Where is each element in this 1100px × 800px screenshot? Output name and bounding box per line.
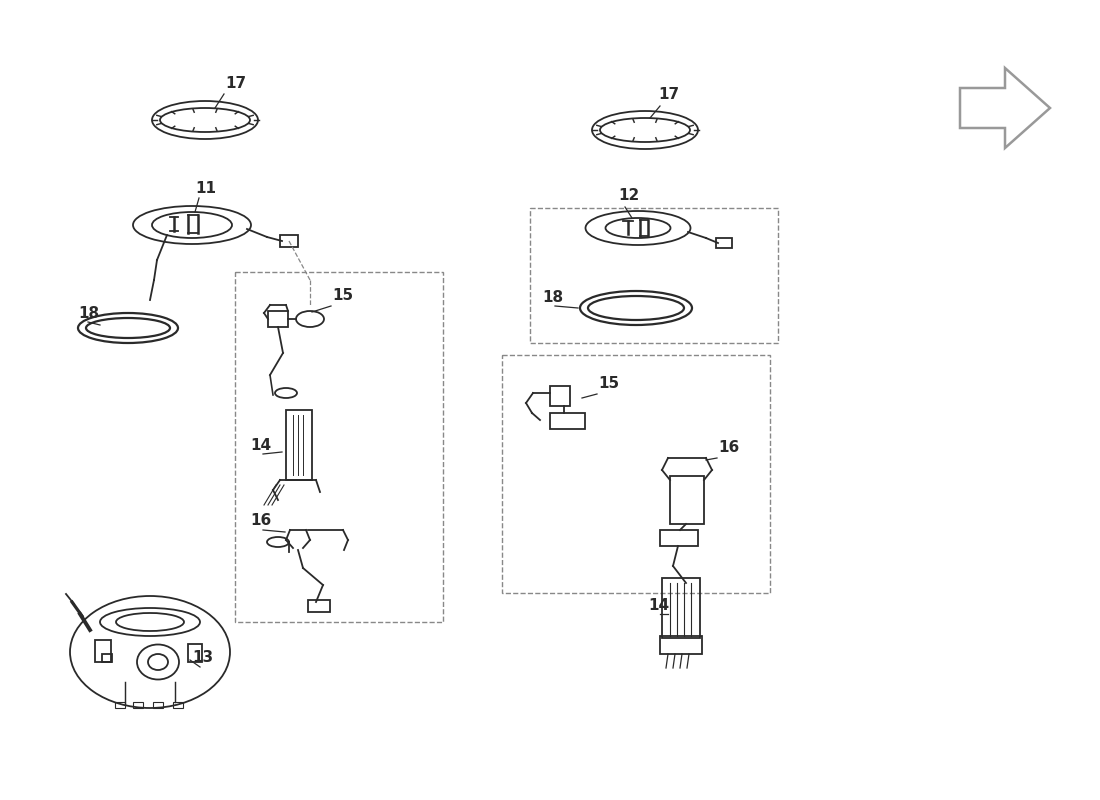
Text: 18: 18 [78,306,99,321]
Text: 14: 14 [250,438,271,453]
Bar [133,702,143,708]
Bar [716,238,732,248]
Bar [660,636,702,654]
Bar [550,413,585,429]
Bar [550,386,570,406]
Bar [188,644,202,662]
Bar [286,410,312,480]
Text: 16: 16 [250,513,272,528]
Text: 15: 15 [598,376,619,391]
Bar [308,600,330,612]
Text: 17: 17 [658,87,679,102]
Text: 14: 14 [648,598,669,613]
Bar [660,530,698,546]
Bar [280,235,298,247]
Bar [95,640,111,662]
Bar [173,702,183,708]
Bar [268,311,288,327]
Bar [662,578,700,638]
Text: 16: 16 [718,440,739,455]
Text: 11: 11 [195,181,216,196]
Bar [116,702,125,708]
Bar [670,476,704,524]
Text: 17: 17 [226,76,246,91]
Text: 18: 18 [542,290,563,305]
Text: 15: 15 [332,288,353,303]
Text: 12: 12 [618,188,639,203]
Bar [102,654,112,662]
Bar [502,355,770,593]
Bar [530,208,778,343]
Bar [153,702,163,708]
Bar [235,272,443,622]
Text: 13: 13 [192,650,213,665]
